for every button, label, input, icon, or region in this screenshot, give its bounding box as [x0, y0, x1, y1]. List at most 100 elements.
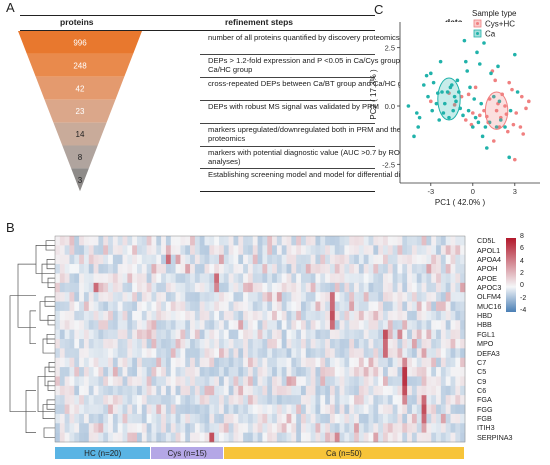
- heatmap-cell: [436, 348, 442, 359]
- heatmap-cell: [460, 357, 466, 368]
- heatmap-cell: [378, 348, 384, 359]
- legend-title: Sample type: [472, 9, 517, 18]
- heatmap-cell: [156, 413, 162, 424]
- heatmap-cell: [223, 236, 229, 246]
- heatmap-cell: [161, 273, 167, 284]
- heatmap-cell: [103, 357, 109, 368]
- heatmap-cell: [252, 357, 258, 368]
- heatmap-cell: [392, 273, 398, 284]
- heatmap-cell: [373, 282, 379, 293]
- heatmap-cell: [185, 367, 191, 377]
- heatmap-cell: [55, 329, 61, 340]
- heatmap-cell: [180, 423, 186, 433]
- heatmap-cell: [431, 236, 437, 246]
- funnel-count: 42: [76, 84, 85, 93]
- heatmap-cell: [93, 395, 99, 405]
- heatmap-cell: [59, 320, 65, 330]
- heatmap-cell: [397, 273, 403, 284]
- heatmap-cell: [296, 404, 302, 415]
- heatmap-cell: [325, 329, 331, 340]
- heatmap-cell: [305, 310, 311, 321]
- heatmap-cell: [137, 236, 143, 246]
- heatmap-cell: [88, 264, 94, 274]
- heatmap-cell: [402, 376, 408, 387]
- heatmap-cell: [436, 339, 442, 349]
- heatmap-cell: [411, 423, 418, 433]
- heatmap-cell: [247, 320, 254, 330]
- heatmap-cell: [416, 423, 422, 433]
- heatmap-cell: [281, 292, 287, 302]
- heatmap-cell: [455, 254, 461, 265]
- heatmap-cell: [281, 404, 287, 415]
- scatter-point: [445, 90, 450, 94]
- heatmap-cell: [397, 348, 403, 359]
- heatmap-cell: [315, 404, 321, 415]
- heatmap-cell: [165, 301, 172, 312]
- heatmap-cell: [55, 367, 61, 377]
- heatmap-cell: [141, 329, 147, 340]
- heatmap-cell: [69, 245, 75, 256]
- heatmap-cell: [407, 292, 413, 302]
- heatmap-cell: [276, 264, 283, 274]
- scatter-point: [506, 129, 510, 134]
- heatmap-cell: [445, 329, 451, 340]
- heatmap-cell: [411, 282, 418, 293]
- heatmap-cell: [416, 385, 422, 396]
- heatmap-cell: [74, 376, 80, 387]
- heatmap-cell: [219, 264, 225, 274]
- scatter-point: [508, 108, 513, 113]
- heatmap-cell: [301, 385, 307, 396]
- heatmap-cell: [185, 310, 191, 321]
- heatmap-cell: [117, 236, 123, 246]
- heatmap-cell: [122, 245, 128, 256]
- heatmap-cell: [185, 273, 191, 284]
- heatmap-cell: [373, 348, 379, 359]
- heatmap-cell: [185, 385, 191, 396]
- heatmap-cell: [243, 236, 249, 246]
- heatmap-cell: [156, 310, 162, 321]
- heatmap-cell: [262, 282, 268, 293]
- heatmap-cell: [83, 329, 90, 340]
- heatmap-cell: [344, 254, 350, 265]
- heatmap-cell: [180, 245, 186, 256]
- heatmap-cell: [93, 385, 99, 396]
- heatmap-cell: [339, 385, 345, 396]
- heatmap-cell: [387, 310, 393, 321]
- heatmap-cell: [276, 357, 283, 368]
- heatmap-cell: [383, 292, 389, 302]
- heatmap-cell: [156, 320, 162, 330]
- heatmap-cell: [161, 292, 167, 302]
- heatmap-cell: [325, 404, 331, 415]
- heatmap-cell: [64, 282, 70, 293]
- heatmap-cell: [108, 282, 114, 293]
- gene-label: SERPINA3: [477, 432, 513, 442]
- heatmap-cell: [407, 301, 413, 312]
- heatmap-cell: [180, 357, 186, 368]
- heatmap-cell: [209, 385, 215, 396]
- heatmap-cell: [354, 329, 360, 340]
- heatmap-cell: [349, 273, 355, 284]
- heatmap-cell: [161, 282, 167, 293]
- heatmap-cell: [243, 404, 249, 415]
- heatmap-cell: [137, 245, 143, 256]
- heatmap-cell: [79, 282, 85, 293]
- heatmap-cell: [112, 292, 119, 302]
- heatmap-cell: [117, 339, 123, 349]
- legend-tick-label: -4: [520, 307, 527, 314]
- heatmap-cell: [267, 367, 273, 377]
- heatmap-cell: [440, 376, 447, 387]
- heatmap-cell: [363, 404, 369, 415]
- heatmap-cell: [402, 320, 408, 330]
- heatmap-cell: [243, 301, 249, 312]
- heatmap-cell: [199, 320, 205, 330]
- group-bar-segment: Ca (n=50): [223, 447, 464, 459]
- heatmap-cell: [416, 320, 422, 330]
- heatmap-cell: [320, 367, 326, 377]
- heatmap-cell: [190, 320, 196, 330]
- scatter-point: [417, 115, 422, 120]
- heatmap-cell: [233, 282, 239, 293]
- heatmap-cell: [98, 367, 104, 377]
- heatmap-cell: [397, 236, 403, 246]
- heatmap-cell: [88, 273, 94, 284]
- scatter-point: [482, 41, 486, 45]
